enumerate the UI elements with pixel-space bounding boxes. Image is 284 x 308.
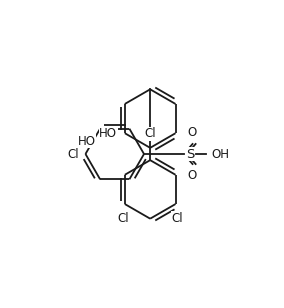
Text: O: O xyxy=(187,126,196,139)
Text: O: O xyxy=(187,169,196,182)
Text: HO: HO xyxy=(78,135,95,148)
Text: Cl: Cl xyxy=(68,148,79,160)
Text: Cl: Cl xyxy=(144,127,156,140)
Text: Cl: Cl xyxy=(171,212,183,225)
Text: S: S xyxy=(186,148,194,160)
Text: OH: OH xyxy=(212,148,230,160)
Text: HO: HO xyxy=(99,127,117,140)
Text: Cl: Cl xyxy=(118,212,129,225)
